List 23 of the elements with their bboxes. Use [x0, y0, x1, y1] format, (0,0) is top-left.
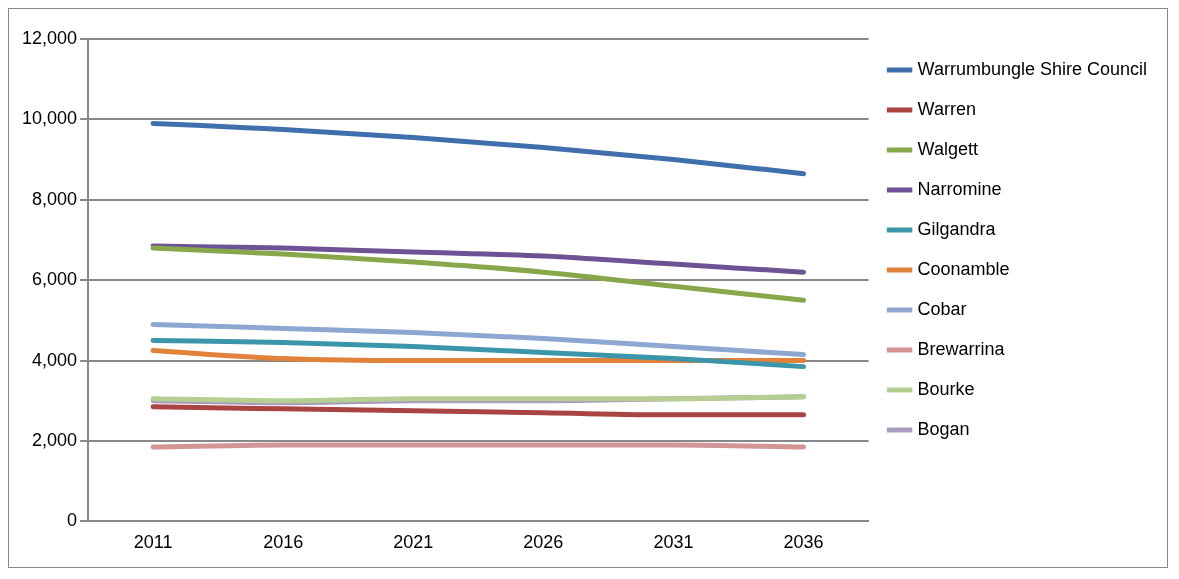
- legend-label: Warren: [917, 98, 976, 119]
- legend-label: Gilgandra: [917, 218, 997, 239]
- x-tick-label: 2036: [783, 532, 824, 553]
- legend-label: Narromine: [917, 178, 1002, 199]
- x-tick-label: 2011: [133, 532, 173, 553]
- legend-label: Walgett: [917, 138, 978, 159]
- legend-label: Bourke: [917, 378, 975, 399]
- x-tick-label: 2031: [653, 532, 694, 553]
- legend-label: Warrumbungle Shire Council: [917, 58, 1148, 79]
- legend-label: Brewarrina: [917, 338, 1006, 359]
- y-tick-label: 6,000: [32, 269, 78, 290]
- y-tick-label: 2,000: [32, 429, 78, 450]
- x-tick-label: 2021: [393, 532, 434, 553]
- y-tick-label: 0: [67, 510, 78, 531]
- x-tick-label: 2026: [523, 532, 564, 553]
- legend-label: Bogan: [917, 418, 970, 439]
- x-tick-label: 2016: [263, 532, 304, 553]
- y-tick-label: 8,000: [32, 188, 78, 209]
- y-tick-label: 12,000: [21, 27, 78, 48]
- y-tick-label: 4,000: [32, 349, 78, 370]
- legend-label: Coonamble: [917, 258, 1010, 279]
- y-tick-label: 10,000: [21, 108, 78, 129]
- legend-label: Cobar: [917, 298, 967, 319]
